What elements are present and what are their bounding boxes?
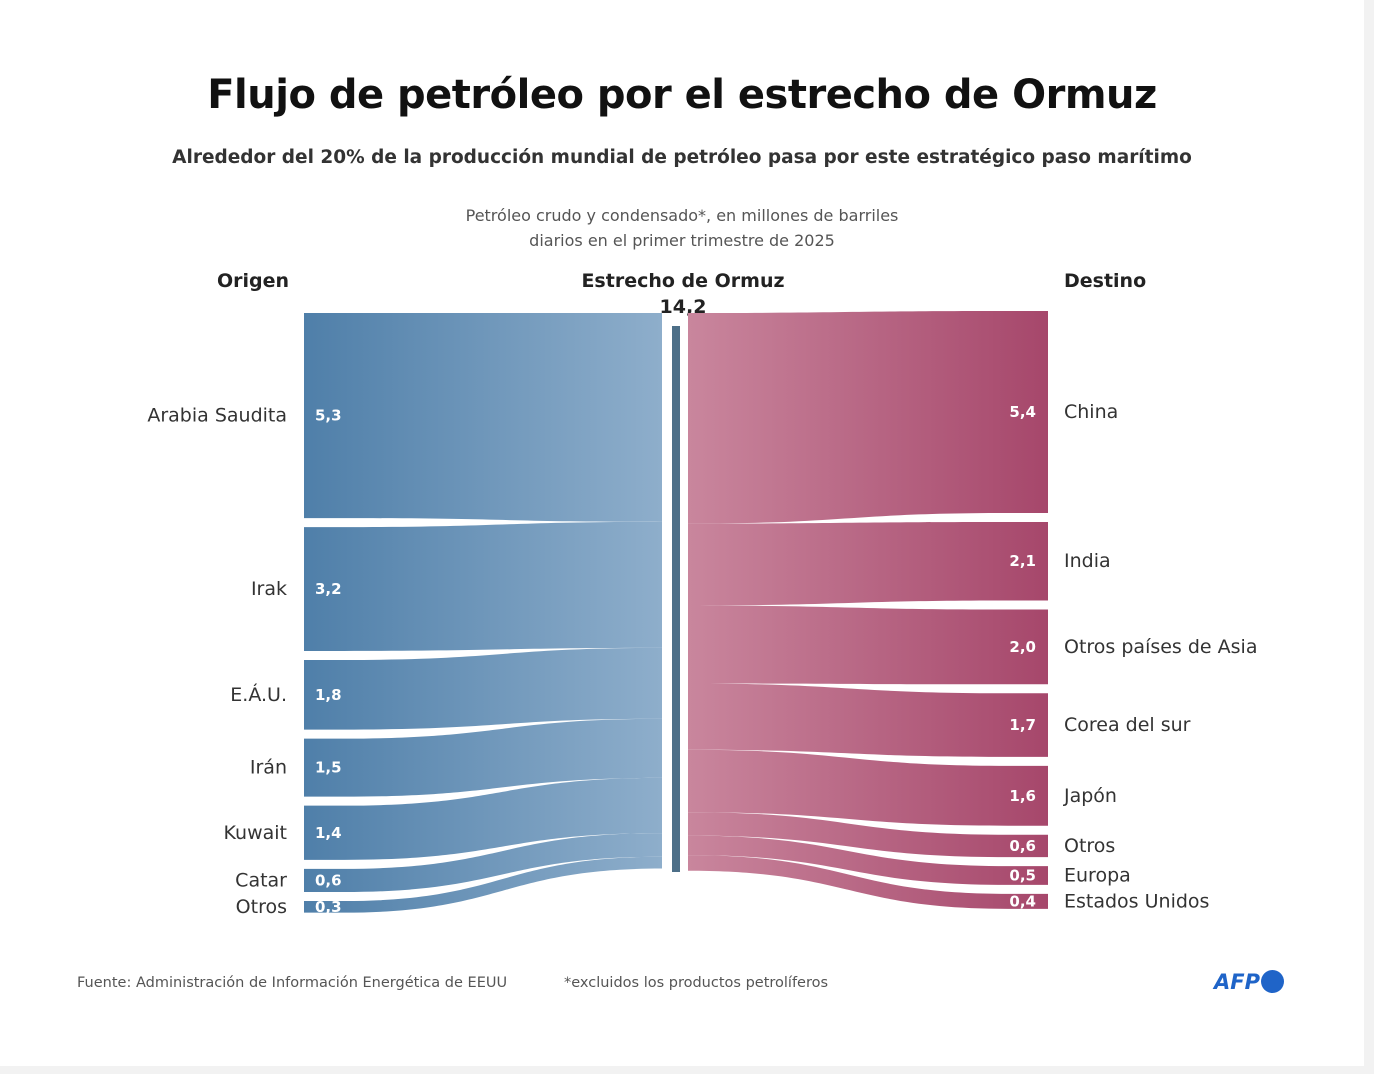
destination-value: 2,0 <box>1009 638 1036 656</box>
destination-label: India <box>1064 550 1111 572</box>
destination-flow-3 <box>688 683 1048 757</box>
origin-value: 1,4 <box>315 824 342 842</box>
destination-label: China <box>1064 401 1118 423</box>
origin-label: Kuwait <box>224 822 287 844</box>
origin-value: 1,5 <box>315 759 342 777</box>
origin-label: Irak <box>251 578 287 600</box>
destination-label: Corea del sur <box>1064 714 1191 736</box>
origin-label: E.Á.U. <box>230 683 287 706</box>
origin-flow-2 <box>304 647 662 730</box>
center-header: Estrecho de Ormuz <box>581 270 785 292</box>
origin-value: 3,2 <box>315 580 342 598</box>
destination-flow-4 <box>688 749 1048 826</box>
destination-flow-2 <box>688 605 1048 685</box>
footnote: *excluidos los productos petrolíferos <box>564 975 829 991</box>
destination-value: 0,6 <box>1009 837 1036 855</box>
origin-label: Arabia Saudita <box>147 405 287 427</box>
origin-label: Otros <box>236 896 287 918</box>
center-strait-bar <box>672 326 680 872</box>
destination-value: 1,6 <box>1009 787 1036 805</box>
destination-flow-7 <box>688 855 1048 909</box>
destination-label: Otros países de Asia <box>1064 636 1257 658</box>
afp-logo: AFP <box>1214 970 1284 994</box>
origin-value: 0,6 <box>315 871 342 889</box>
origin-label: Irán <box>250 757 287 779</box>
destination-value: 2,1 <box>1009 552 1036 570</box>
destination-value: 0,5 <box>1009 867 1036 885</box>
destination-value: 1,7 <box>1009 716 1036 734</box>
sankey-diagram: Arabia Saudita 5,3 Irak 3,2 E.Á.U. 1,8 Irán 1,5… <box>147 311 1257 918</box>
destination-header: Destino <box>1064 270 1147 292</box>
afp-logo-text: AFP <box>1214 970 1260 994</box>
destination-label: Otros <box>1064 835 1115 857</box>
origin-value: 0,3 <box>315 898 342 916</box>
destination-value: 0,4 <box>1009 892 1036 910</box>
origin-value: 1,8 <box>315 686 342 704</box>
destination-flow-1 <box>688 521 1048 606</box>
destination-label: Europa <box>1064 865 1131 887</box>
origin-flow-6 <box>304 856 662 913</box>
destination-flow-5 <box>688 812 1048 858</box>
destination-value: 5,4 <box>1009 403 1036 421</box>
origin-flow-1 <box>304 521 662 651</box>
destination-label: Estados Unidos <box>1064 890 1209 912</box>
origin-header: Origen <box>217 270 290 292</box>
chart-subtitle: Alrededor del 20% de la producción mundi… <box>172 147 1192 168</box>
destination-flow-0 <box>688 311 1048 524</box>
destination-label: Japón <box>1063 785 1117 807</box>
unit-note: Petróleo crudo y condensado*, en millone… <box>0 203 1364 253</box>
origin-flow-0 <box>304 313 662 522</box>
unit-note-line-2: diarios en el primer trimestre de 2025 <box>529 231 835 250</box>
origin-label: Catar <box>235 869 287 891</box>
unit-note-line-1: Petróleo crudo y condensado*, en millone… <box>465 206 899 225</box>
origin-value: 5,3 <box>315 407 342 425</box>
origin-flow-5 <box>304 833 662 893</box>
afp-logo-dot-icon <box>1261 970 1284 993</box>
origin-flow-4 <box>304 777 662 860</box>
origin-flow-3 <box>304 718 662 797</box>
center-value: 14,2 <box>659 296 707 318</box>
source-note: Fuente: Administración de Información En… <box>77 975 508 991</box>
chart-title: Flujo de petróleo por el estrecho de Orm… <box>207 72 1157 118</box>
destination-flow-6 <box>688 835 1048 885</box>
